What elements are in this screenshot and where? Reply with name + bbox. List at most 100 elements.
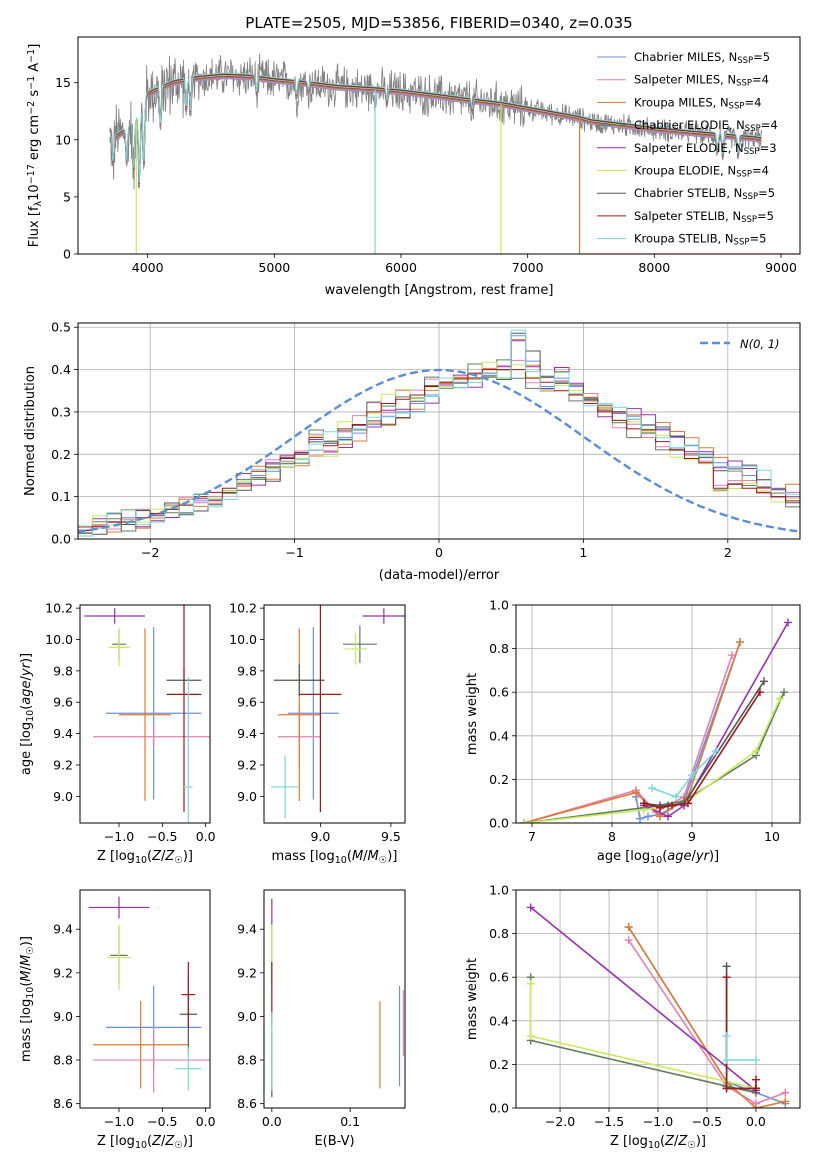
errorbar-point-c2 <box>278 628 321 802</box>
x-tick-label: 0.0 <box>746 1114 766 1129</box>
y-tick-label: 1.0 <box>489 883 509 898</box>
mass-weight-marker-c5 <box>526 979 535 988</box>
panel-7: −2.0 −1.5 −1.0 −0.5 0.0 0.0 0.2 0.4 0.6 0.8 1.0 Z [… <box>465 883 801 1151</box>
legend-entry-2: Kroupa MILES, NSSP=4 <box>634 95 761 111</box>
y-tick-label: 0.0 <box>489 816 509 831</box>
plot-area <box>88 896 210 1093</box>
mass-weight-line-c8 <box>651 750 717 798</box>
histogram-series-c8 <box>78 329 800 539</box>
y-tick-label: 9.4 <box>237 726 257 741</box>
plot-area <box>84 605 210 823</box>
y-tick-label: 10.2 <box>45 601 73 616</box>
legend-entry-5: Kroupa ELODIE, NSSP=4 <box>634 164 769 180</box>
axes-frame <box>263 604 406 824</box>
y-axis-label: Flux [fλ10−17 erg cm−2 s−1 A−1] <box>26 44 44 248</box>
plot-area <box>78 329 800 539</box>
y-axis-label: mass weight <box>465 958 480 1040</box>
errorbar-point-c7 <box>299 605 342 813</box>
y-tick-label: 0.6 <box>489 685 509 700</box>
x-tick-label: −1.0 <box>643 1114 673 1129</box>
y-axis-label: mass weight <box>465 673 480 755</box>
legend-entry-6: Chabrier STELIB, NSSP=5 <box>634 186 775 202</box>
mass-weight-marker-c8 <box>751 1056 760 1065</box>
mass-weight-marker-c2 <box>656 812 664 821</box>
plot-area <box>271 898 405 1098</box>
mass-weight-marker-c7 <box>751 1075 760 1084</box>
y-tick-label: 9.0 <box>53 789 73 804</box>
plot-area <box>520 618 792 823</box>
histogram-series-c4 <box>78 340 800 539</box>
legend-entry-1: Salpeter MILES, NSSP=4 <box>634 73 769 89</box>
mass-weight-marker-c8 <box>672 792 680 801</box>
y-tick-label: 10.0 <box>229 632 257 647</box>
errorbar-point-c0 <box>287 626 339 800</box>
x-axis-label: age [log10(age/yr)] <box>597 849 719 866</box>
y-tick-label: 10.2 <box>229 601 257 616</box>
x-tick-label: −1 <box>285 545 303 560</box>
mass-weight-marker-c2 <box>751 1104 760 1108</box>
errorbar-point-c1 <box>93 1027 210 1093</box>
mass-weight-marker-c2 <box>781 1097 790 1106</box>
model-spectrum-c3 <box>109 75 762 187</box>
legend-entry-0: Chabrier MILES, NSSP=5 <box>634 50 770 66</box>
mass-weight-marker-c5 <box>526 1032 535 1041</box>
y-tick-label: 9.2 <box>237 757 257 772</box>
legend-entry-7: Salpeter STELIB, NSSP=5 <box>634 209 774 225</box>
x-tick-label: 0 <box>435 545 443 560</box>
x-tick-label: −2.0 <box>545 1114 575 1129</box>
mass-weight-line-c1 <box>523 654 733 823</box>
x-tick-label: 9.0 <box>310 829 330 844</box>
x-axis-label: E(B-V) <box>314 1134 354 1149</box>
mass-weight-marker-c4 <box>784 618 792 627</box>
y-tick-label: 9.0 <box>237 1009 257 1024</box>
errorbar-point-c4 <box>88 896 150 919</box>
model-spectrum-c6 <box>109 74 762 185</box>
mass-weight-marker-c7 <box>640 799 648 808</box>
mass-weight-marker-c5 <box>776 694 784 703</box>
y-tick-label: 9.2 <box>237 965 257 980</box>
x-axis-label: Z [log10(Z/Z☉)] <box>97 849 193 866</box>
errorbar-point-c7 <box>181 961 196 1028</box>
mass-weight-line-c7 <box>725 977 757 1090</box>
y-tick-label: 0.0 <box>51 532 71 547</box>
errorbar-point-c6 <box>273 664 325 696</box>
mass-weight-line-c3 <box>523 691 785 823</box>
mass-weight-marker-c6 <box>760 677 768 686</box>
errorbar-point-c5 <box>108 628 130 667</box>
y-tick-label: 9.6 <box>53 695 73 710</box>
mass-weight-marker-c8 <box>712 747 720 756</box>
axes-frame <box>79 889 211 1109</box>
x-tick-label: −1.0 <box>104 829 134 844</box>
mass-weight-marker-c1 <box>624 936 633 945</box>
gaussian-reference-line <box>78 368 798 533</box>
y-tick-label: 9.2 <box>53 965 73 980</box>
mass-weight-marker-c2 <box>632 788 640 797</box>
x-tick-label: −0.5 <box>147 1114 177 1129</box>
x-tick-label: 9 <box>688 829 696 844</box>
mass-weight-marker-c2 <box>624 923 633 932</box>
mass-weight-marker-c8 <box>648 784 656 793</box>
mass-weight-marker-c4 <box>526 903 535 912</box>
errorbar-point-c2 <box>93 1001 189 1089</box>
x-tick-label: −1.5 <box>594 1114 624 1129</box>
model-spectrum-c2 <box>109 76 762 188</box>
x-tick-label: 1 <box>579 545 587 560</box>
y-tick-label: 0.4 <box>489 1013 509 1028</box>
panel-3: 9.0 9.5 9.0 9.2 9.4 9.6 9.8 10.0 10.2 mass [log10… <box>229 601 406 866</box>
errorbar-point-c5 <box>107 924 131 991</box>
x-tick-label: 4000 <box>132 260 164 275</box>
x-tick-label: 9000 <box>765 260 797 275</box>
x-tick-label: −2 <box>141 545 159 560</box>
errorbar-point-c0 <box>106 626 202 800</box>
model-spectrum-c5 <box>109 74 762 186</box>
y-tick-label: 0.8 <box>489 641 509 656</box>
x-axis-label: Z [log10(Z/Z☉)] <box>610 1134 706 1151</box>
y-axis-label: Normed distribution <box>23 366 38 496</box>
y-tick-label: 0.6 <box>489 970 509 985</box>
x-tick-label: −0.5 <box>147 829 177 844</box>
y-tick-label: 8.8 <box>237 1053 257 1068</box>
x-axis-label: wavelength [Angstrom, rest frame] <box>325 283 554 298</box>
mass-weight-marker-c7 <box>684 799 692 808</box>
y-tick-label: 0.2 <box>489 772 509 787</box>
